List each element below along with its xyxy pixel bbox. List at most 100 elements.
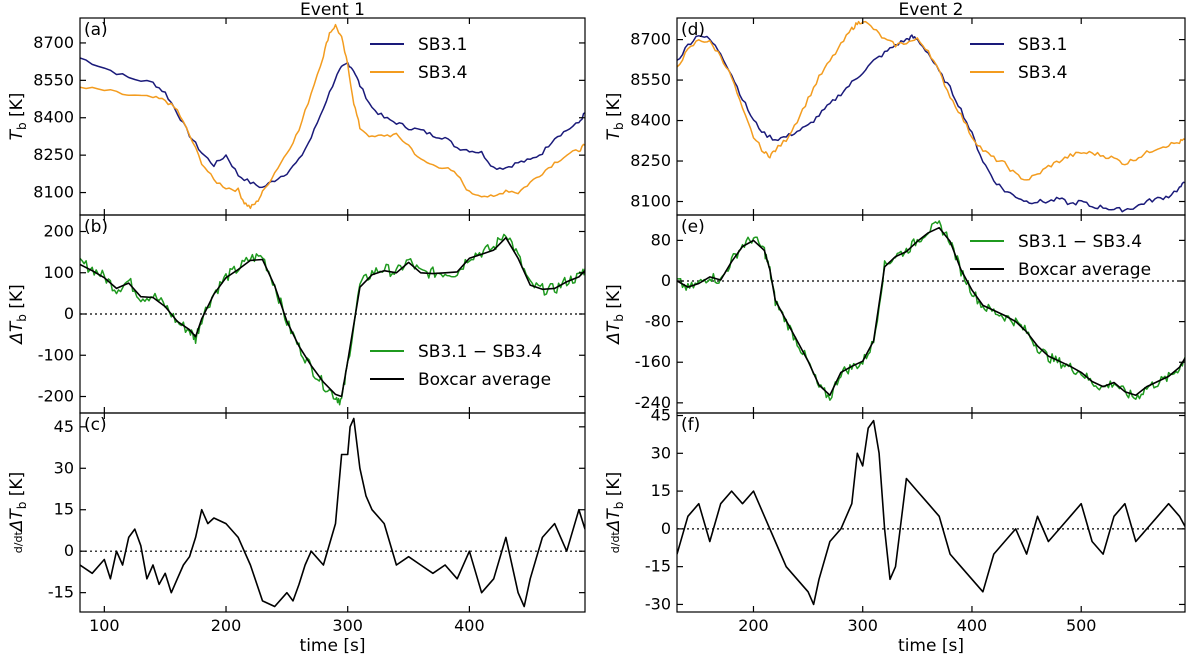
y-tick-label: 8700 — [33, 33, 74, 52]
y-tick-label: 8250 — [630, 151, 671, 170]
y-tick-label: -30 — [645, 594, 671, 613]
legend-label: Boxcar average — [1018, 260, 1151, 280]
legend-label: SB3.1 − SB3.4 — [1018, 232, 1142, 252]
y-tick-label: -15 — [645, 557, 671, 576]
y-axis-label-sub: b — [612, 314, 626, 322]
y-tick-label: 0 — [64, 541, 74, 560]
y-tick-label: 8100 — [33, 183, 74, 202]
y-axis-label-unit: [K] — [604, 93, 624, 123]
legend-label: SB3.4 — [1018, 63, 1068, 83]
series-line-derivative — [80, 417, 585, 608]
y-tick-label: 100 — [43, 263, 74, 282]
y-tick-label: 45 — [651, 406, 671, 425]
y-tick-label: 0 — [661, 519, 671, 538]
x-tick-label: 200 — [738, 616, 769, 635]
column-title: Event 1 — [300, 0, 365, 20]
y-tick-label: 45 — [54, 417, 74, 436]
x-tick-label: 400 — [454, 616, 485, 635]
y-tick-label: 8250 — [33, 145, 74, 164]
x-tick-label: 400 — [957, 616, 988, 635]
x-axis-label: time [s] — [898, 636, 964, 655]
y-axis-label: d/dtΔTb [K] — [604, 472, 626, 553]
y-axis-label-unit: [K] — [7, 472, 27, 502]
y-tick-label: -80 — [645, 312, 671, 331]
y-axis-label-sub: b — [15, 502, 29, 510]
y-tick-label: -240 — [635, 393, 671, 412]
plot-frame — [676, 17, 1186, 216]
y-tick-label: 8550 — [33, 70, 74, 89]
panel-label: (a) — [84, 20, 108, 40]
y-tick-label: 8700 — [630, 30, 671, 49]
y-axis-label-unit: [K] — [7, 284, 27, 314]
y-axis-label: Tb [K] — [7, 93, 29, 141]
y-axis-label-prefix: d/dt — [609, 531, 622, 554]
panel-label: (b) — [84, 217, 108, 237]
series-line-boxcar-average — [677, 226, 1185, 396]
y-axis-label-unit: [K] — [604, 284, 624, 314]
y-axis-label-sub: b — [612, 122, 626, 130]
legend: SB3.1 SB3.4 — [970, 35, 1068, 83]
series-line-sb3-4 — [677, 20, 1185, 181]
y-axis-label-prefix: d/dt — [12, 531, 25, 554]
y-tick-label: 0 — [64, 304, 74, 323]
y-tick-label: -200 — [38, 387, 74, 406]
legend-label: SB3.1 − SB3.4 — [418, 342, 542, 362]
panel-c: -15 0 15 30 45 100 200 300 400 (c) d/dtΔTb [K] time… — [7, 412, 586, 655]
panel-label: (e) — [681, 217, 705, 237]
y-axis-label-main: T — [7, 128, 27, 140]
legend: SB3.1 SB3.4 — [370, 35, 468, 83]
y-axis-label-unit: [K] — [604, 472, 624, 502]
series-line-derivative — [677, 419, 1185, 606]
x-axis-label: time [s] — [300, 636, 366, 655]
panel-label: (c) — [84, 415, 107, 435]
y-tick-label: 8400 — [630, 111, 671, 130]
y-tick-label: 80 — [651, 230, 671, 249]
series-line-sb3-4 — [80, 23, 585, 210]
panel-a: 8100 8250 8400 8550 8700 (a) Event 1 Tb [K] SB3.… — [7, 0, 586, 216]
panel-label: (d) — [681, 20, 705, 40]
plot-frame — [79, 17, 586, 216]
y-axis-label-unit: [K] — [7, 93, 27, 123]
panel-e: -240 -160 -80 0 80 (e) ΔTb [K] SB3.1 − SB3.4 Box… — [604, 214, 1186, 414]
panel-f: -30 -15 0 15 30 45 200 300 400 500 (f) d/dtΔTb [K] t… — [604, 406, 1186, 655]
y-tick-label: -100 — [38, 345, 74, 364]
y-tick-label: 200 — [43, 222, 74, 241]
plot-frame — [676, 412, 1186, 613]
legend-label: SB3.1 — [1018, 35, 1068, 55]
legend: SB3.1 − SB3.4 Boxcar average — [970, 232, 1151, 280]
x-tick-label: 500 — [1066, 616, 1097, 635]
series-line-sb3-1 — [677, 34, 1185, 213]
y-axis-label-sub: b — [15, 314, 29, 322]
y-tick-label: 30 — [651, 443, 671, 462]
y-axis-label-main: ΔT — [7, 508, 27, 534]
legend-label: SB3.1 — [418, 35, 468, 55]
plot-frame — [79, 412, 586, 613]
y-axis-label-main: ΔT — [7, 320, 27, 346]
x-tick-label: 100 — [89, 616, 120, 635]
legend-label: SB3.4 — [418, 63, 468, 83]
y-tick-label: 8400 — [33, 108, 74, 127]
y-axis-label: ΔTb [K] — [7, 284, 29, 345]
column-title: Event 2 — [899, 0, 964, 20]
y-tick-label: 15 — [54, 500, 74, 519]
y-axis-label-main: ΔT — [604, 508, 624, 534]
y-tick-label: 30 — [54, 458, 74, 477]
y-tick-label: 8550 — [630, 70, 671, 89]
legend: SB3.1 − SB3.4 Boxcar average — [370, 342, 551, 390]
y-axis-label: ΔTb [K] — [604, 284, 626, 345]
legend-label: Boxcar average — [418, 370, 551, 390]
x-tick-label: 300 — [332, 616, 363, 635]
y-axis-label-sub: b — [15, 122, 29, 130]
y-tick-label: -160 — [635, 352, 671, 371]
y-axis-label-main: T — [604, 128, 624, 140]
x-tick-label: 300 — [847, 616, 878, 635]
y-tick-label: 8100 — [630, 192, 671, 211]
series-line-sb3-1 — [80, 57, 585, 189]
y-axis-label-main: ΔT — [604, 320, 624, 346]
panel-d: 8100 8250 8400 8550 8700 (d) Event 2 Tb [K] SB3.… — [604, 0, 1186, 216]
y-axis-label: d/dtΔTb [K] — [7, 472, 29, 553]
y-tick-label: 15 — [651, 481, 671, 500]
panel-b: -200 -100 0 100 200 (b) ΔTb [K] SB3.1 − SB3.4 Bo… — [7, 214, 586, 414]
y-tick-label: -15 — [48, 583, 74, 602]
